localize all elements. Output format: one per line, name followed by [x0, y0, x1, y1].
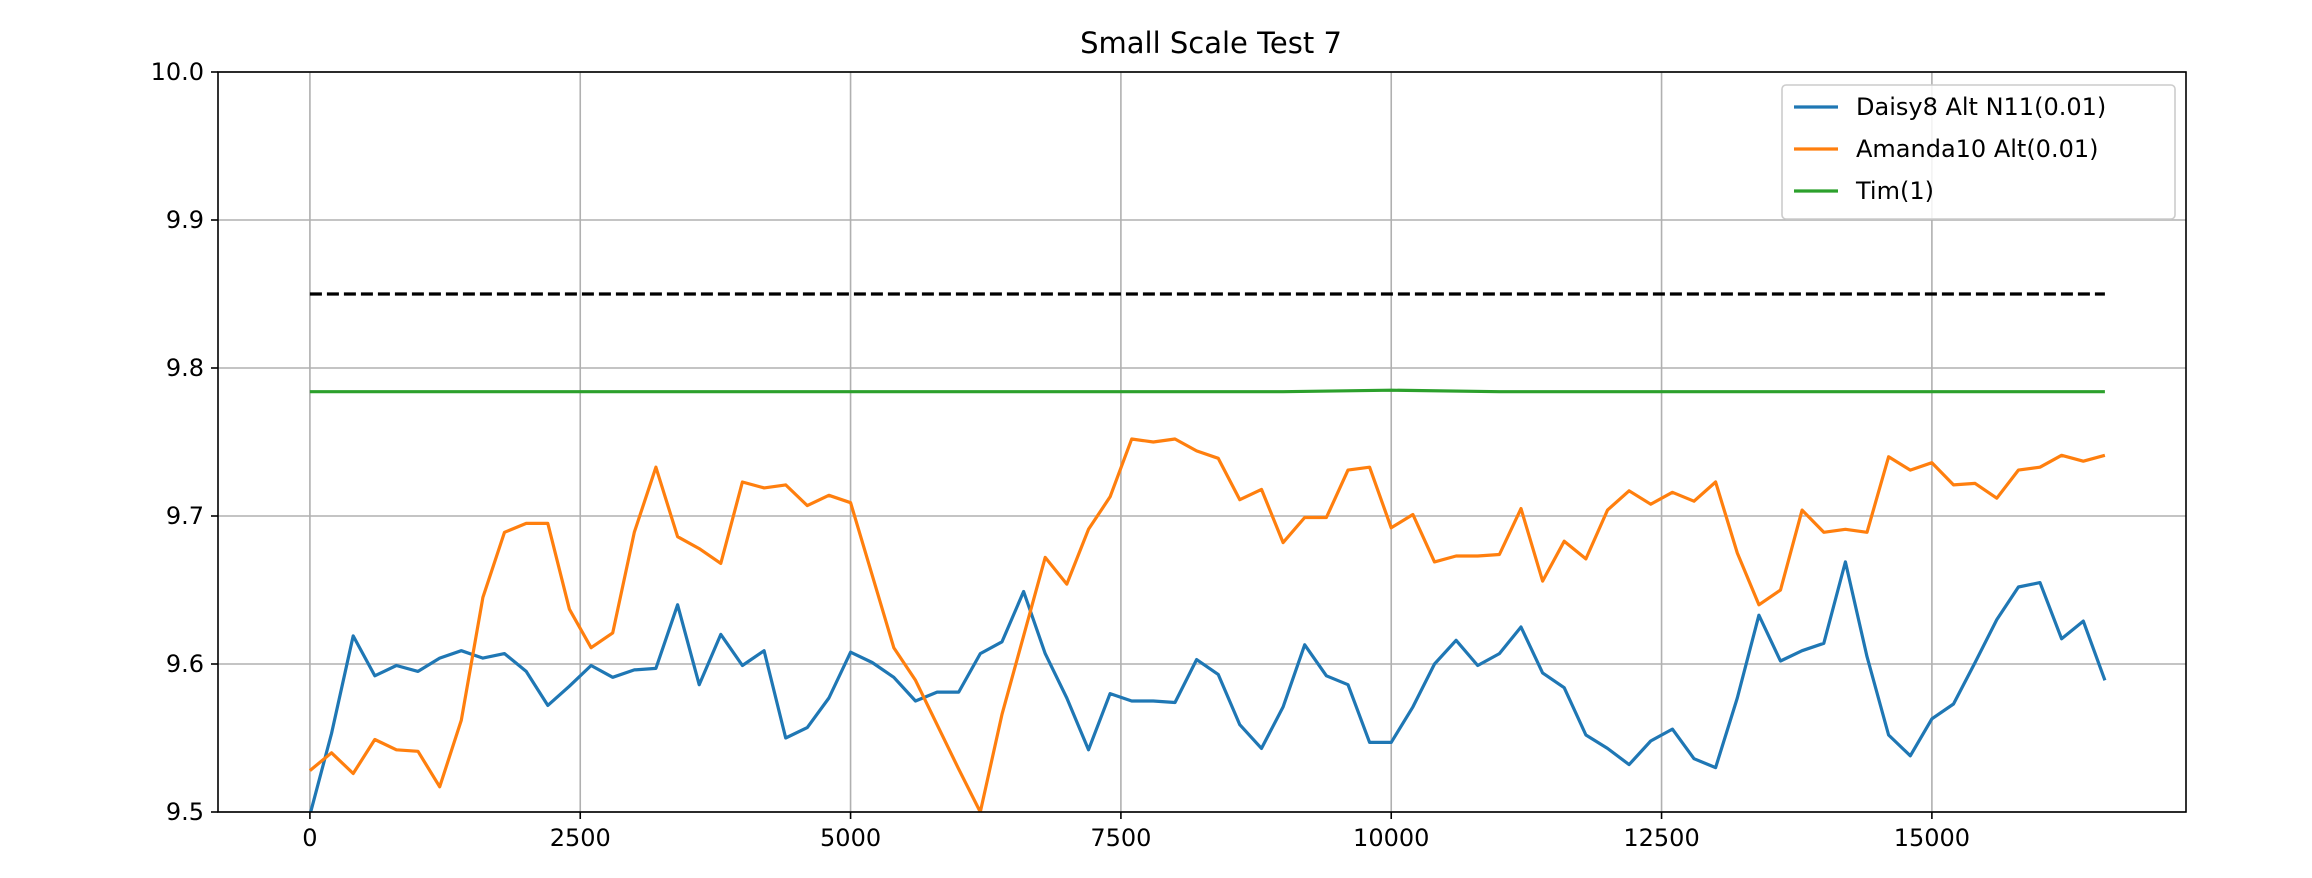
plot-frame	[217, 71, 2187, 813]
y-tick-label: 9.7	[166, 502, 204, 530]
legend-box	[1781, 84, 2176, 220]
legend-label: Daisy8 Alt N11(0.01)	[1856, 93, 2106, 121]
x-tick-label: 12500	[1623, 824, 1699, 852]
axes-frame: 0 2500 5000 7500 10000 12500 15000 9.5 9.6 9.7 9.8…	[151, 58, 2187, 852]
series-lines	[308, 292, 2107, 812]
x-tick-label: 7500	[1090, 824, 1151, 852]
y-tick-label: 10.0	[151, 58, 204, 86]
y-tick-label: 9.5	[166, 798, 204, 826]
x-tick-label: 5000	[820, 824, 881, 852]
chart-title: Small Scale Test 7	[1080, 26, 1342, 60]
series-line-1	[309, 560, 2107, 812]
series-line-2	[308, 437, 2106, 812]
x-tick-label: 10000	[1353, 824, 1429, 852]
x-tick-label: 0	[302, 824, 317, 852]
y-tick-label: 9.6	[166, 650, 204, 678]
y-tick-label: 9.9	[166, 206, 204, 234]
legend-label: Tim(1)	[1855, 177, 1934, 205]
legend: Daisy8 Alt N11(0.01) Amanda10 Alt(0.01) Ti…	[1781, 84, 2176, 220]
series-line-3	[309, 388, 2105, 394]
legend-label: Amanda10 Alt(0.01)	[1856, 135, 2098, 163]
x-tick-label: 15000	[1894, 824, 1970, 852]
y-tick-label: 9.8	[166, 354, 204, 382]
x-tick-label: 2500	[550, 824, 611, 852]
